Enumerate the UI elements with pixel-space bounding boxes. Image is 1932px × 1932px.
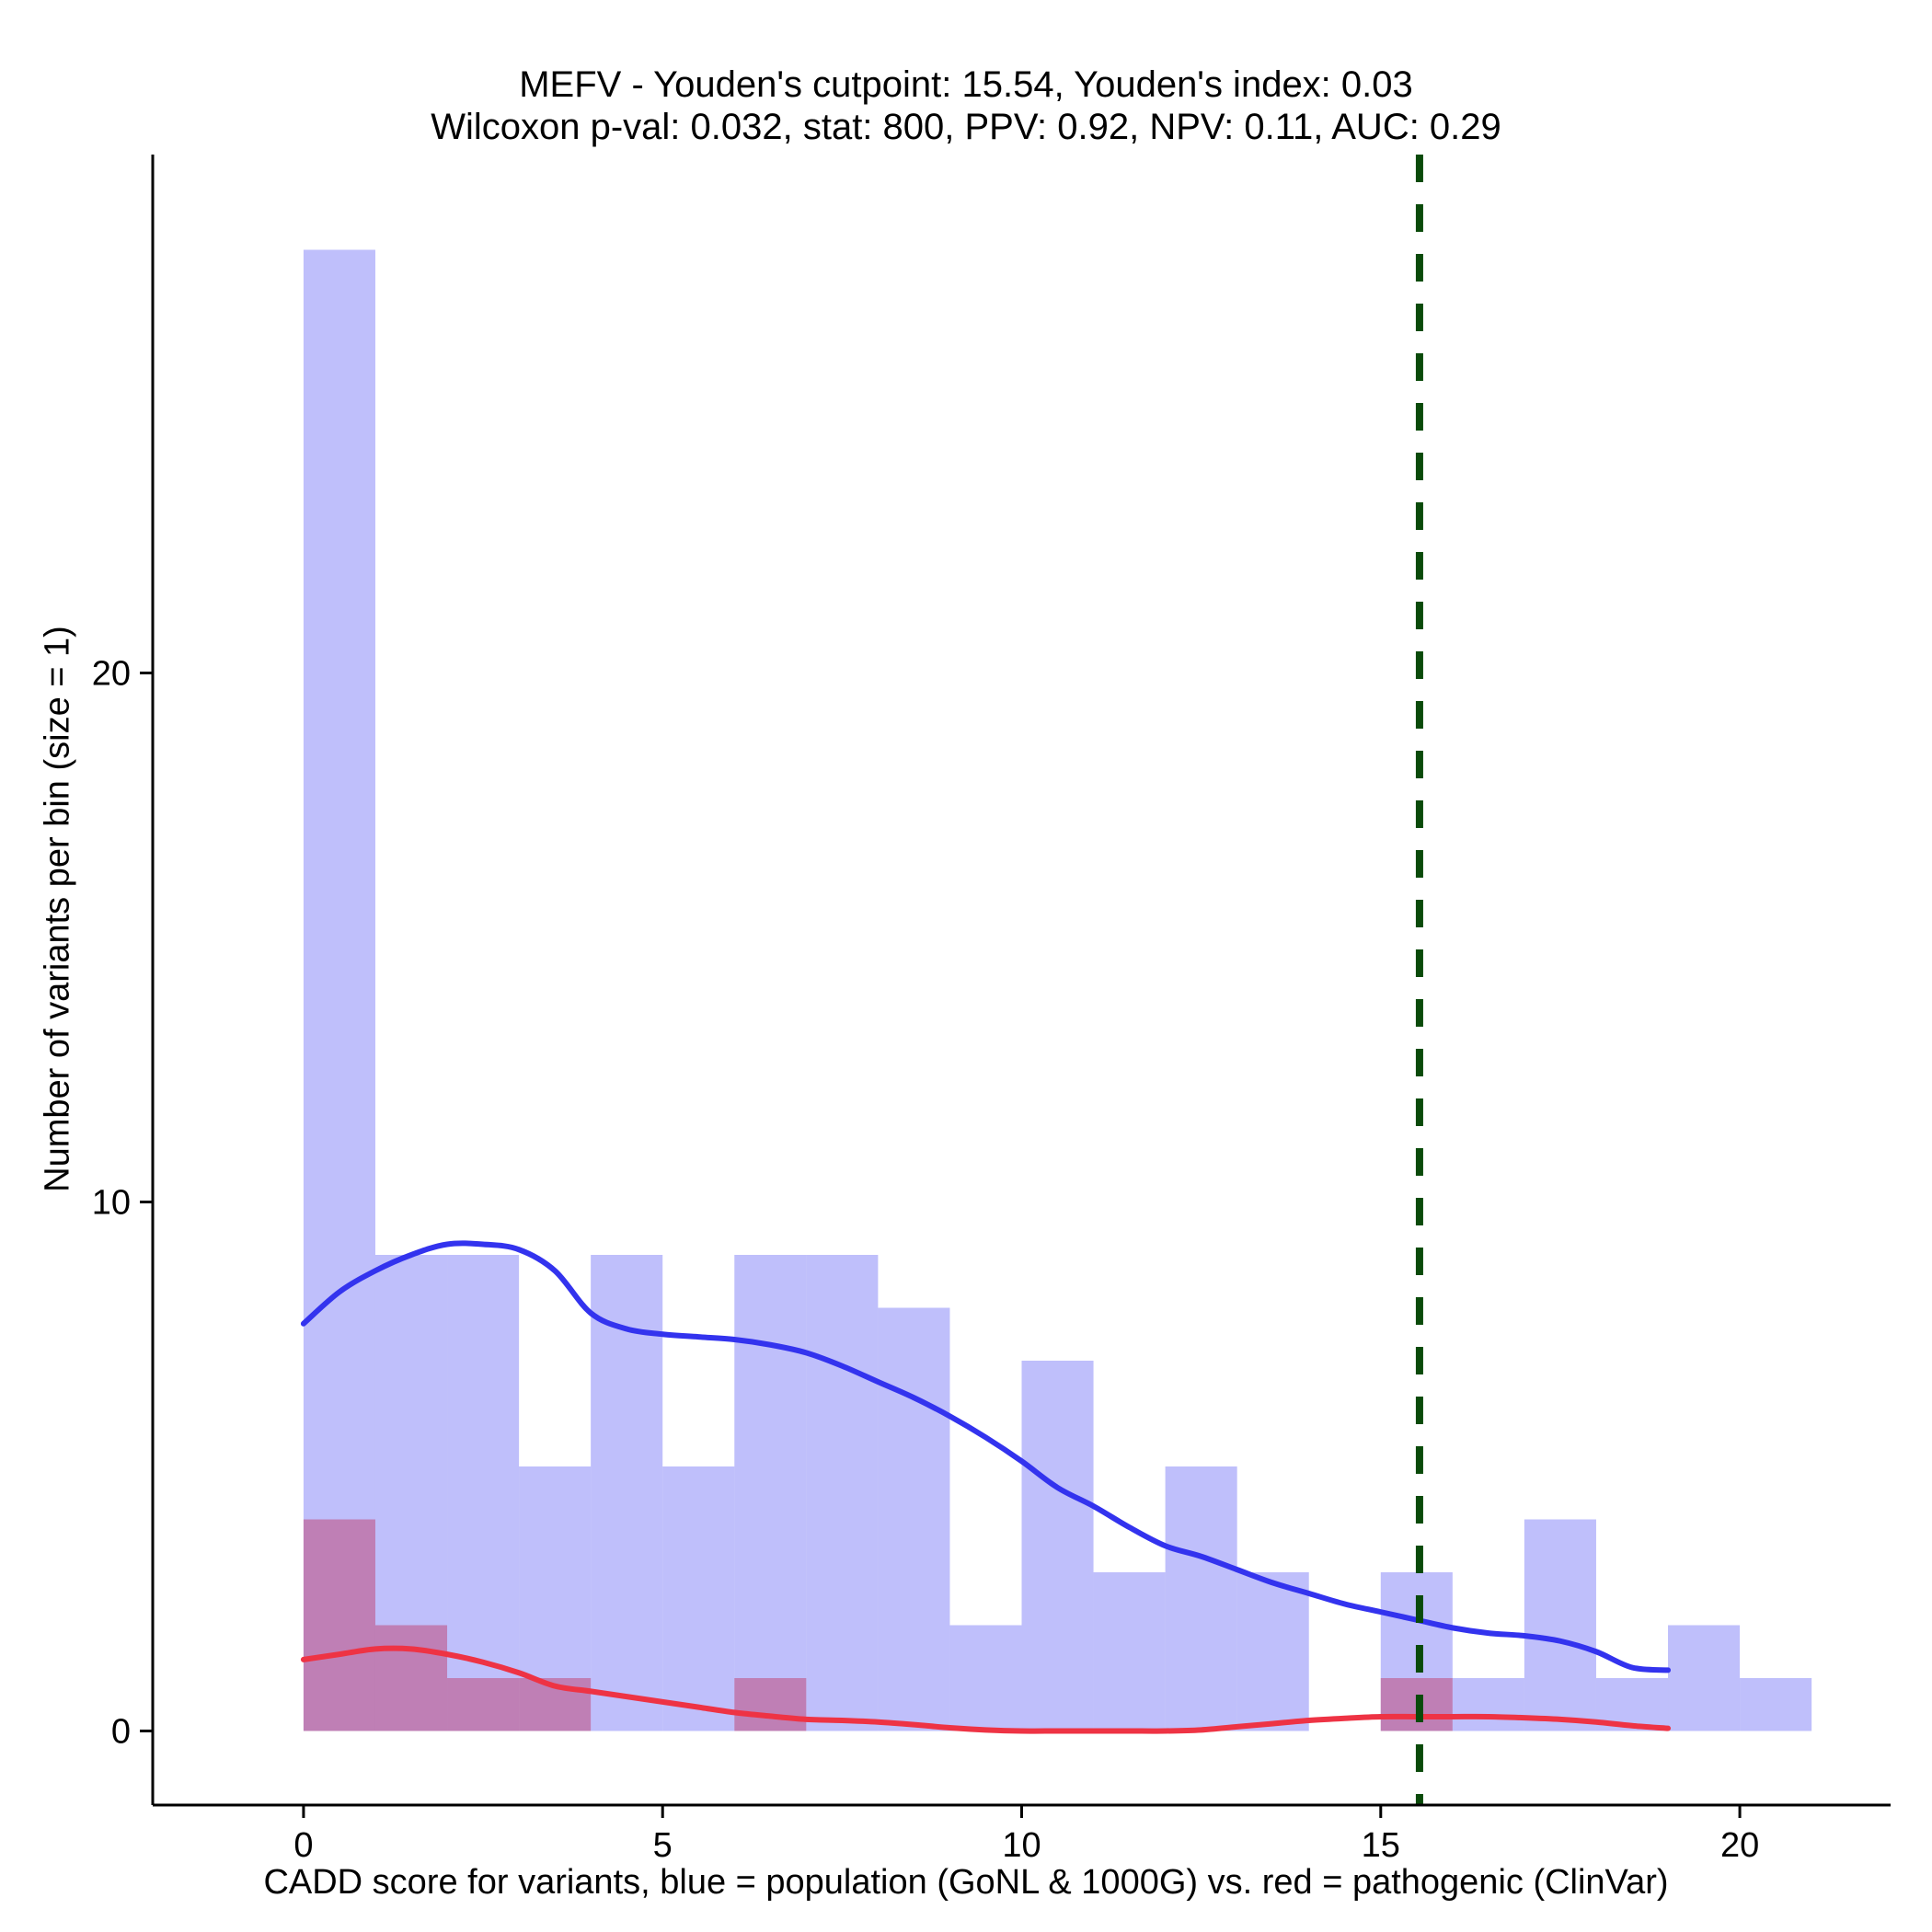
histogram-bar [734,1255,807,1731]
population-bars [303,249,1812,1731]
histogram-bar [662,1466,735,1731]
histogram-bar [1093,1572,1166,1731]
x-tick-label: 15 [1362,1826,1400,1865]
density-curve [300,1240,1672,1673]
histogram-bar [447,1678,520,1731]
histogram-bar [949,1625,1022,1731]
histogram-bar [1236,1572,1309,1731]
x-tick-label: 0 [293,1826,313,1865]
x-axis-label: CADD score for variants, blue = populati… [263,1863,1669,1902]
y-axis-label: Number of variants per bin (size = 1) [38,626,77,1192]
pathogenic-bars [303,1519,1453,1731]
histogram-bar [447,1255,520,1731]
histogram-bar [878,1307,950,1731]
x-tick-label: 10 [1002,1826,1041,1865]
chart-subtitle: Wilcoxon p-val: 0.032, stat: 800, PPV: 0… [431,107,1501,147]
histogram-bar [1452,1678,1524,1731]
histogram-bar [734,1678,807,1731]
x-tick-label: 5 [653,1826,673,1865]
histogram-bar [1740,1678,1812,1731]
histogram-bar [303,1519,375,1731]
histogram-bar [1524,1519,1596,1731]
y-tick-label: 10 [92,1184,131,1223]
density-curves [300,1240,1672,1734]
histogram-bar [806,1255,879,1731]
x-tick-label: 20 [1720,1826,1759,1865]
histogram-bar [1021,1361,1094,1731]
histogram-bar [1165,1466,1237,1731]
density-curve [300,1645,1672,1734]
chart-title: MEFV - Youden's cutpoint: 15.54, Youden'… [519,64,1413,105]
y-tick-label: 20 [92,655,131,694]
histogram-bar [1668,1625,1741,1731]
axes: 0 5 10 15 20 0 10 20 [92,155,1891,1865]
histogram-bar [303,249,375,1731]
y-tick-label: 0 [111,1713,131,1752]
histogram-bar [374,1625,448,1731]
